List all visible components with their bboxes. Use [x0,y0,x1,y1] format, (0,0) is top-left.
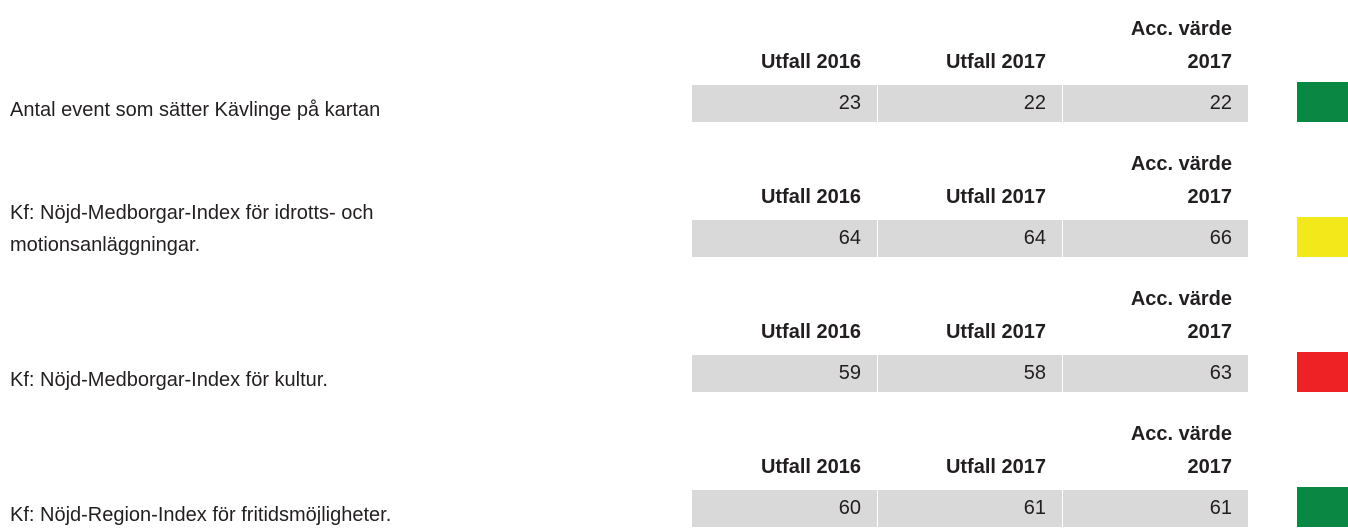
value-cell: 23 [692,85,877,122]
column-header: Utfall 2017 [945,186,1046,208]
column-header: Utfall 2017 [945,321,1046,343]
value-cell: 58 [878,355,1062,392]
column-header: Utfall 2016 [760,51,861,73]
row-label: Kf: Nöjd-Medborgar-Index för kultur. [10,369,328,391]
column-header: Utfall 2017 [945,456,1046,478]
status-indicator [1297,82,1348,122]
value-cell: 60 [692,490,877,527]
value-cell: 61 [1063,490,1248,527]
row-label: Kf: Nöjd-Region-Index för fritidsmöjligh… [10,504,392,526]
column-header: Acc. värde 2017 [1130,288,1232,343]
value-cell: 61 [878,490,1062,527]
page: Antal event som sätter Kävlinge på karta… [10,18,1348,527]
column-header: Utfall 2016 [760,186,861,208]
value-cell: 59 [692,355,877,392]
value-cell: 22 [878,85,1062,122]
column-header: Utfall 2017 [945,51,1046,73]
column-header: Acc. värde 2017 [1130,153,1232,208]
status-indicator [1297,487,1348,527]
value-cell: 63 [1063,355,1248,392]
status-indicator [1297,352,1348,392]
column-header: Utfall 2016 [760,321,861,343]
row-label: Antal event som sätter Kävlinge på karta… [10,99,381,121]
column-header: Utfall 2016 [760,456,861,478]
value-cell: 66 [1063,220,1248,257]
value-cell: 64 [878,220,1062,257]
value-cell: 64 [692,220,877,257]
row-label: Kf: Nöjd-Medborgar-Index för idrotts- oc… [10,202,374,256]
value-cell: 22 [1063,85,1248,122]
status-indicator [1297,217,1348,257]
column-header: Acc. värde 2017 [1130,18,1232,73]
column-header: Acc. värde 2017 [1130,423,1232,478]
